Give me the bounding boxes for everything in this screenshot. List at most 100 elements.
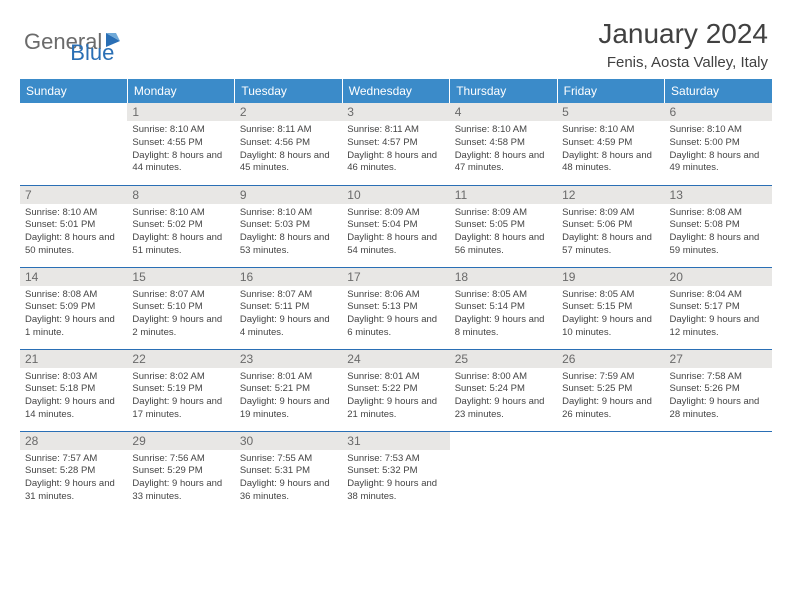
day-number: 4 [450,103,557,121]
sunrise-text: Sunrise: 8:01 AM [347,371,444,384]
title-block: January 2024 Fenis, Aosta Valley, Italy [598,18,768,71]
sunrise-text: Sunrise: 8:10 AM [132,207,229,220]
header: General Blue January 2024 Fenis, Aosta V… [0,0,792,79]
sunset-text: Sunset: 5:13 PM [347,301,444,314]
dayname-friday: Friday [557,79,664,103]
calendar-day-cell: 3Sunrise: 8:11 AMSunset: 4:57 PMDaylight… [342,103,449,185]
sunset-text: Sunset: 5:15 PM [562,301,659,314]
sunrise-text: Sunrise: 8:01 AM [240,371,337,384]
sunrise-text: Sunrise: 7:59 AM [562,371,659,384]
daylight-text: Daylight: 9 hours and 28 minutes. [670,396,767,422]
daylight-text: Daylight: 8 hours and 46 minutes. [347,150,444,176]
calendar-day-cell: 16Sunrise: 8:07 AMSunset: 5:11 PMDayligh… [235,267,342,349]
calendar-week-row: 7 Sunrise: 8:10 AM Sunset: 5:01 PM Daylight… [20,185,772,267]
sunset-text: Sunset: 5:01 PM [25,219,122,232]
day-number: 12 [557,186,664,204]
sunrise-text: Sunrise: 8:09 AM [347,207,444,220]
day-number: 30 [235,432,342,450]
calendar-day-cell: 8Sunrise: 8:10 AMSunset: 5:02 PMDaylight… [127,185,234,267]
calendar-day-cell: 28Sunrise: 7:57 AMSunset: 5:28 PMDayligh… [20,431,127,513]
sunrise-text: Sunrise: 8:10 AM [670,124,767,137]
sunset-text: Sunset: 5:18 PM [25,383,122,396]
day-number: 27 [665,350,772,368]
calendar-day-cell: 24Sunrise: 8:01 AMSunset: 5:22 PMDayligh… [342,349,449,431]
day-number: 26 [557,350,664,368]
sunrise-text: Sunrise: 7:57 AM [25,453,122,466]
daylight-text: Daylight: 8 hours and 45 minutes. [240,150,337,176]
sunset-text: Sunset: 5:17 PM [670,301,767,314]
day-number: 7 [20,186,127,204]
sunrise-text: Sunrise: 8:05 AM [455,289,552,302]
dayname-sunday: Sunday [20,79,127,103]
daylight-text: Daylight: 8 hours and 47 minutes. [455,150,552,176]
day-number: 17 [342,268,449,286]
sunrise-text: Sunrise: 8:05 AM [562,289,659,302]
calendar-day-cell: 11Sunrise: 8:09 AMSunset: 5:05 PMDayligh… [450,185,557,267]
day-number: 28 [20,432,127,450]
sunset-text: Sunset: 5:21 PM [240,383,337,396]
dayname-saturday: Saturday [665,79,772,103]
sunrise-text: Sunrise: 8:08 AM [25,289,122,302]
calendar-day-cell: 22Sunrise: 8:02 AMSunset: 5:19 PMDayligh… [127,349,234,431]
day-number: 25 [450,350,557,368]
daylight-text: Daylight: 8 hours and 51 minutes. [132,232,229,258]
sunset-text: Sunset: 5:05 PM [455,219,552,232]
sunrise-text: Sunrise: 8:07 AM [240,289,337,302]
calendar-day-cell: 15Sunrise: 8:07 AMSunset: 5:10 PMDayligh… [127,267,234,349]
calendar-day-cell [20,103,127,185]
day-number: 5 [557,103,664,121]
sunset-text: Sunset: 5:09 PM [25,301,122,314]
sunset-text: Sunset: 5:14 PM [455,301,552,314]
sunrise-text: Sunrise: 8:07 AM [132,289,229,302]
calendar-day-cell: 12Sunrise: 8:09 AMSunset: 5:06 PMDayligh… [557,185,664,267]
day-number: 13 [665,186,772,204]
sunrise-text: Sunrise: 7:53 AM [347,453,444,466]
day-number: 3 [342,103,449,121]
day-number: 22 [127,350,234,368]
calendar-day-cell: 26Sunrise: 7:59 AMSunset: 5:25 PMDayligh… [557,349,664,431]
calendar-day-cell: 10Sunrise: 8:09 AMSunset: 5:04 PMDayligh… [342,185,449,267]
sunrise-text: Sunrise: 8:09 AM [455,207,552,220]
dayname-monday: Monday [127,79,234,103]
sunrise-text: Sunrise: 8:00 AM [455,371,552,384]
calendar-day-cell: 4Sunrise: 8:10 AMSunset: 4:58 PMDaylight… [450,103,557,185]
day-number: 29 [127,432,234,450]
day-number: 16 [235,268,342,286]
sunrise-text: Sunrise: 8:10 AM [562,124,659,137]
calendar-day-cell: 27Sunrise: 7:58 AMSunset: 5:26 PMDayligh… [665,349,772,431]
calendar-day-cell: 14Sunrise: 8:08 AMSunset: 5:09 PMDayligh… [20,267,127,349]
sunset-text: Sunset: 4:59 PM [562,137,659,150]
sunrise-text: Sunrise: 8:04 AM [670,289,767,302]
sunrise-text: Sunrise: 8:02 AM [132,371,229,384]
calendar-day-cell: 2Sunrise: 8:11 AMSunset: 4:56 PMDaylight… [235,103,342,185]
sunrise-text: Sunrise: 8:08 AM [670,207,767,220]
logo: General Blue [24,18,114,66]
daylight-text: Daylight: 9 hours and 21 minutes. [347,396,444,422]
sunrise-text: Sunrise: 7:55 AM [240,453,337,466]
sunset-text: Sunset: 4:57 PM [347,137,444,150]
sunset-text: Sunset: 5:32 PM [347,465,444,478]
calendar-day-cell: 1Sunrise: 8:10 AMSunset: 4:55 PMDaylight… [127,103,234,185]
daylight-text: Daylight: 9 hours and 8 minutes. [455,314,552,340]
day-number: 9 [235,186,342,204]
calendar-day-cell [557,431,664,513]
sunset-text: Sunset: 5:10 PM [132,301,229,314]
sunset-text: Sunset: 5:00 PM [670,137,767,150]
sunset-text: Sunset: 4:56 PM [240,137,337,150]
sunset-text: Sunset: 5:24 PM [455,383,552,396]
daylight-text: Daylight: 9 hours and 4 minutes. [240,314,337,340]
daylight-text: Daylight: 8 hours and 59 minutes. [670,232,767,258]
daylight-text: Daylight: 8 hours and 53 minutes. [240,232,337,258]
dayname-wednesday: Wednesday [342,79,449,103]
calendar-week-row: 14Sunrise: 8:08 AMSunset: 5:09 PMDayligh… [20,267,772,349]
daylight-text: Daylight: 9 hours and 17 minutes. [132,396,229,422]
daylight-text: Daylight: 9 hours and 23 minutes. [455,396,552,422]
daylight-text: Daylight: 9 hours and 26 minutes. [562,396,659,422]
calendar-day-cell: 23Sunrise: 8:01 AMSunset: 5:21 PMDayligh… [235,349,342,431]
daylight-text: Daylight: 8 hours and 44 minutes. [132,150,229,176]
calendar-day-cell: 30Sunrise: 7:55 AMSunset: 5:31 PMDayligh… [235,431,342,513]
sunrise-text: Sunrise: 8:10 AM [455,124,552,137]
month-title: January 2024 [598,18,768,50]
daylight-text: Daylight: 9 hours and 1 minute. [25,314,122,340]
calendar-week-row: 1Sunrise: 8:10 AMSunset: 4:55 PMDaylight… [20,103,772,185]
